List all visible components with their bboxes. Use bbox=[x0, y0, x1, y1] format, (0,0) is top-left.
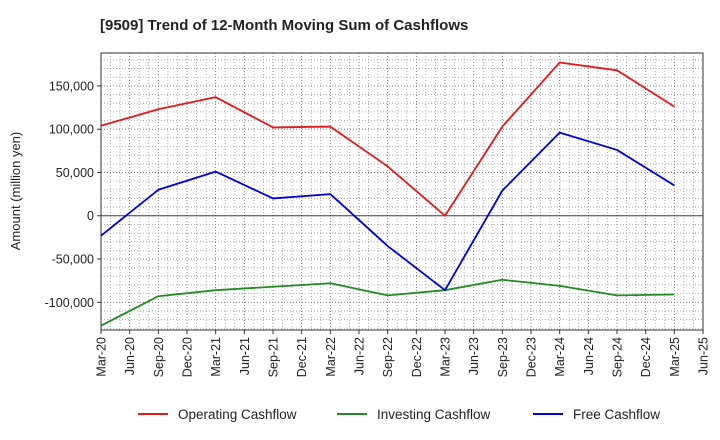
x-tick-label: Sep-22 bbox=[381, 337, 395, 377]
plot-background bbox=[101, 53, 703, 330]
x-tick-label: Jun-20 bbox=[123, 337, 137, 375]
series-line-investing-cashflow bbox=[100, 278, 675, 327]
x-tick-label: Mar-21 bbox=[209, 337, 223, 377]
x-tick-label: Dec-24 bbox=[639, 337, 653, 377]
x-tick-label: Jun-23 bbox=[467, 337, 481, 375]
x-tick-label: Jun-22 bbox=[353, 337, 367, 375]
legend-label-operating-cashflow: Operating Cashflow bbox=[178, 407, 297, 422]
x-tick-label: Mar-20 bbox=[95, 337, 109, 377]
y-tick-label: -100,000 bbox=[45, 296, 94, 310]
series-line-free-cashflow bbox=[100, 131, 675, 292]
chart-title: [9509] Trend of 12-Month Moving Sum of C… bbox=[100, 17, 468, 34]
x-tick-label: Mar-25 bbox=[668, 337, 682, 377]
legend-label-investing-cashflow: Investing Cashflow bbox=[377, 407, 491, 422]
y-tick-label: -50,000 bbox=[52, 253, 94, 267]
x-tick-label: Dec-20 bbox=[181, 337, 195, 377]
y-tick-label: 0 bbox=[87, 209, 94, 223]
y-tick-label: 50,000 bbox=[56, 166, 94, 180]
y-axis-label: Amount (million yen) bbox=[8, 132, 23, 251]
x-tick-label: Mar-22 bbox=[324, 337, 338, 377]
x-tick-label: Jun-24 bbox=[582, 337, 596, 375]
series-line-operating-cashflow bbox=[100, 61, 675, 217]
y-tick-label: 100,000 bbox=[49, 123, 94, 137]
x-tick-label: Sep-20 bbox=[152, 337, 166, 377]
x-tick-label: Dec-23 bbox=[525, 337, 539, 377]
plot-area: -100,000 -50,000 0 50,000 100,000 150,000 Mar-… bbox=[45, 52, 711, 377]
legend: Operating Cashflow Investing Cashflow Free… bbox=[138, 407, 660, 422]
x-tick-label: Dec-21 bbox=[295, 337, 309, 377]
plot-frame bbox=[100, 52, 704, 331]
y-tick-label: 150,000 bbox=[49, 79, 94, 93]
x-tick-label: Jun-25 bbox=[697, 337, 711, 375]
x-tick-label: Mar-24 bbox=[553, 337, 567, 377]
x-tick-label: Mar-23 bbox=[439, 337, 453, 377]
x-tick-label: Sep-21 bbox=[267, 337, 281, 377]
legend-label-free-cashflow: Free Cashflow bbox=[573, 407, 660, 422]
x-tick-label: Sep-23 bbox=[496, 337, 510, 377]
x-tick-label: Dec-22 bbox=[410, 337, 424, 377]
x-tick-label: Jun-21 bbox=[238, 337, 252, 375]
x-tick-label: Sep-24 bbox=[611, 337, 625, 377]
